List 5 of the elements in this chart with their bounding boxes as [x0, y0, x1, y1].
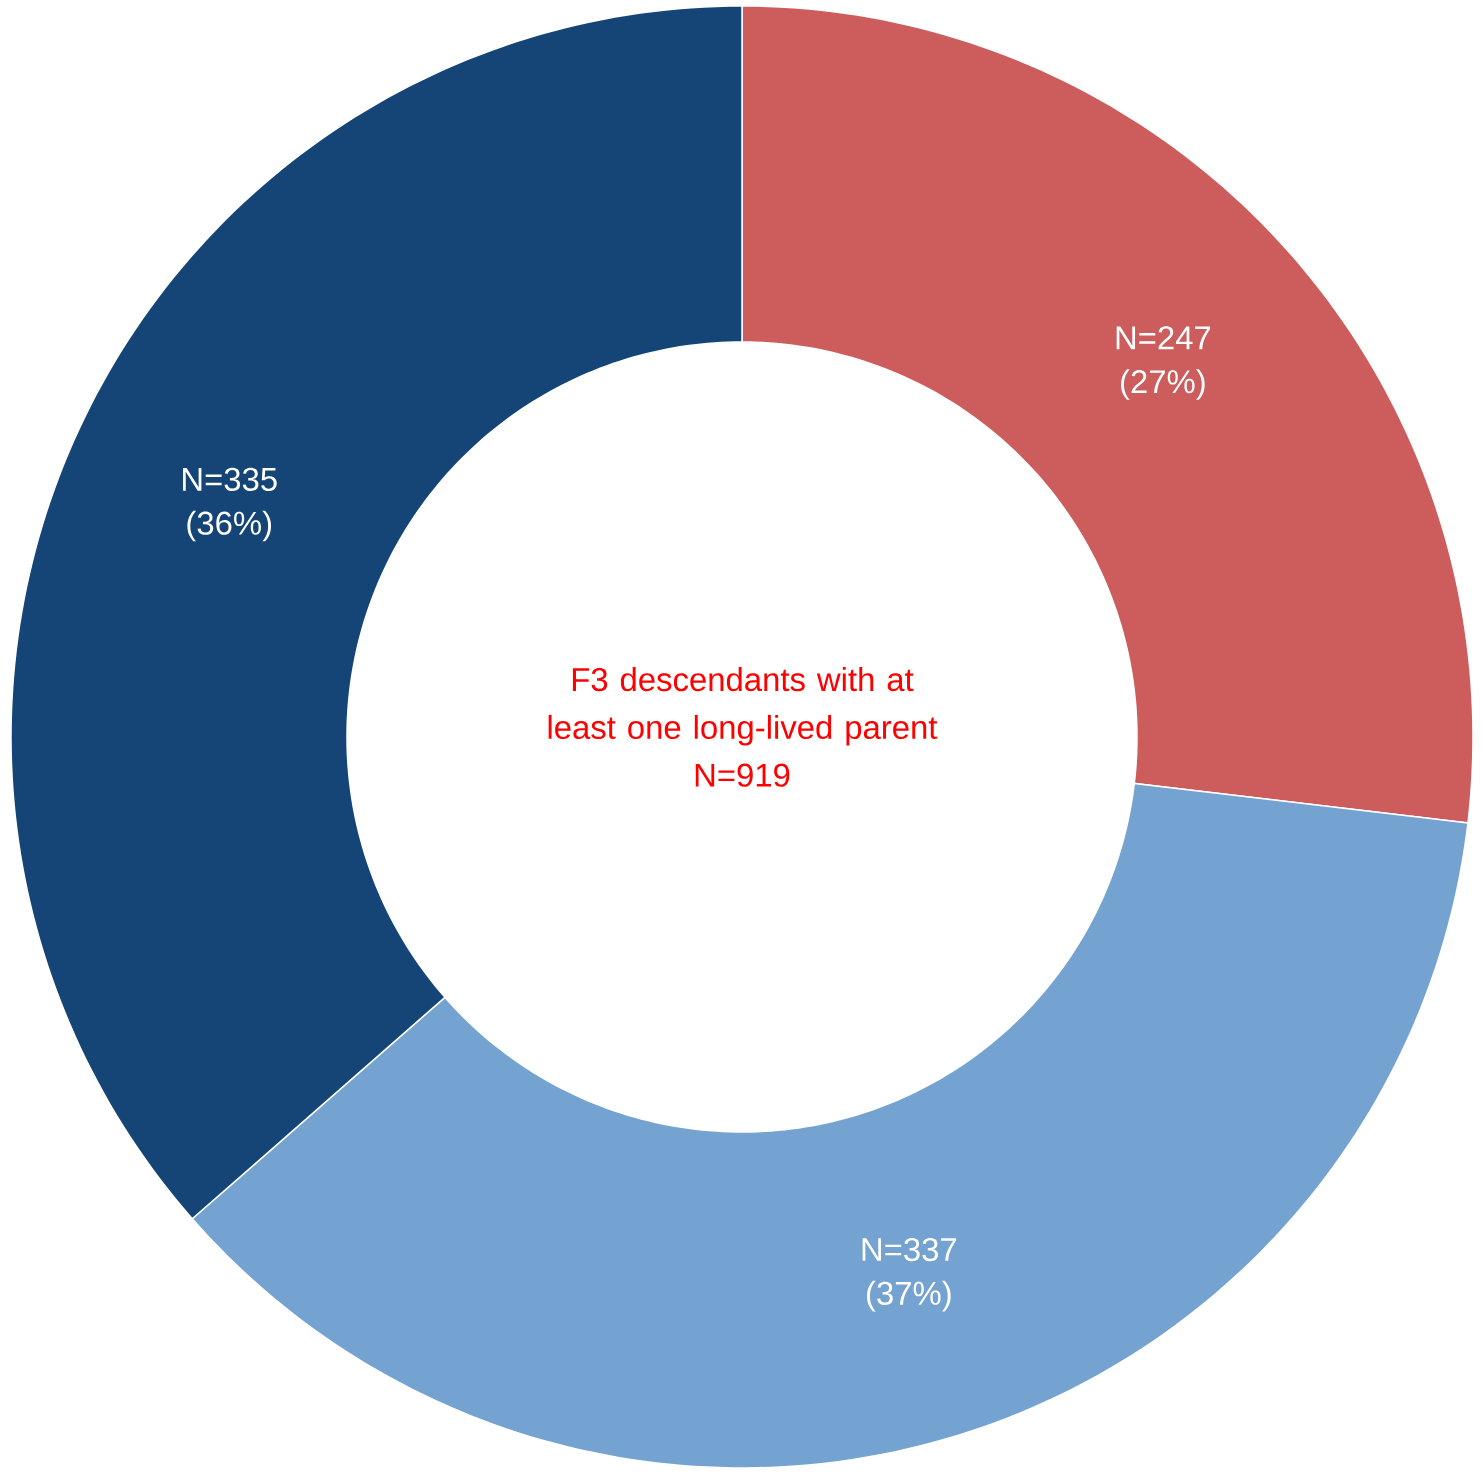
data-label: N=337 (37%) [862, 1237, 957, 1312]
text: N=919 [695, 763, 790, 787]
data-label: N=247 (27%) [1116, 326, 1211, 400]
text: F3 descendants with at least one long-lived parent [548, 667, 938, 746]
data-label: N=335 (36%) [183, 467, 277, 542]
